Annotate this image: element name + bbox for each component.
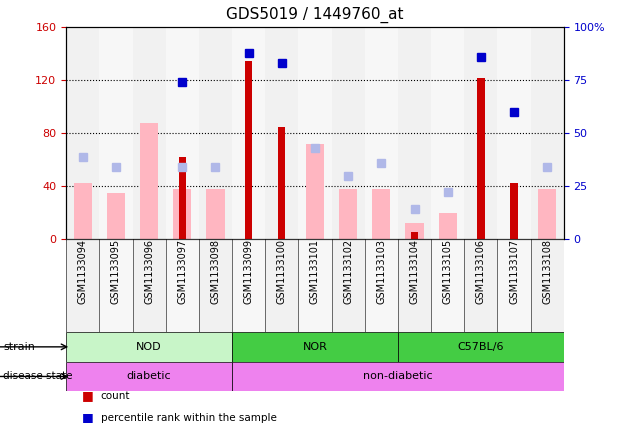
Bar [107,193,125,239]
Bar [179,157,186,239]
Bar [365,239,398,332]
Bar [245,60,252,239]
Bar [431,239,464,332]
Bar [199,239,232,332]
Bar [199,27,232,239]
Bar [265,239,299,332]
Text: ■: ■ [82,411,94,423]
Bar [398,332,564,362]
Text: C57BL/6: C57BL/6 [457,342,504,352]
Bar [398,239,431,332]
Text: GSM1133095: GSM1133095 [111,239,121,304]
Text: diabetic: diabetic [127,371,171,382]
Bar [411,232,418,239]
Text: GSM1133104: GSM1133104 [410,239,420,304]
Bar [339,189,357,239]
Bar [232,332,398,362]
Bar [530,239,564,332]
Bar [478,78,484,239]
Bar [306,144,324,239]
Bar [510,184,518,239]
Text: disease state: disease state [3,371,72,382]
Bar [331,27,365,239]
Text: GSM1133098: GSM1133098 [210,239,220,304]
Text: percentile rank within the sample: percentile rank within the sample [101,412,277,423]
Bar [278,126,285,239]
Bar [232,239,265,332]
Bar [498,239,530,332]
Bar [166,239,199,332]
Text: GDS5019 / 1449760_at: GDS5019 / 1449760_at [226,6,404,22]
Bar [331,239,365,332]
Text: GSM1133099: GSM1133099 [244,239,254,304]
Text: count: count [101,390,130,401]
Text: GSM1133107: GSM1133107 [509,239,519,304]
Text: GSM1133103: GSM1133103 [376,239,386,304]
Text: NOD: NOD [136,342,162,352]
Bar [265,27,299,239]
Text: GSM1133096: GSM1133096 [144,239,154,304]
Bar [498,27,530,239]
Bar [100,27,132,239]
Bar [166,27,199,239]
Bar [530,27,564,239]
Text: strain: strain [3,342,35,352]
Bar [100,239,132,332]
Bar [365,27,398,239]
Text: non-diabetic: non-diabetic [363,371,433,382]
Bar [372,189,391,239]
Bar [438,213,457,239]
Bar [538,189,556,239]
Bar [464,27,498,239]
Bar [299,27,331,239]
Bar [66,27,100,239]
Bar [431,27,464,239]
Text: GSM1133094: GSM1133094 [77,239,88,304]
Text: NOR: NOR [302,342,328,352]
Text: GSM1133102: GSM1133102 [343,239,353,304]
Text: GSM1133101: GSM1133101 [310,239,320,304]
Bar [140,123,158,239]
Text: GSM1133105: GSM1133105 [443,239,453,304]
Bar [406,223,423,239]
Text: GSM1133100: GSM1133100 [277,239,287,304]
Text: ■: ■ [82,389,94,402]
Text: GSM1133097: GSM1133097 [177,239,187,304]
Bar [132,239,166,332]
Text: GSM1133106: GSM1133106 [476,239,486,304]
Bar [207,189,224,239]
Bar [66,362,232,391]
Bar [132,27,166,239]
Bar [173,189,192,239]
Bar [398,27,431,239]
Bar [299,239,331,332]
Bar [232,27,265,239]
Bar [66,332,232,362]
Bar [66,239,100,332]
Bar [464,239,498,332]
Bar [74,184,92,239]
Bar [232,362,564,391]
Text: GSM1133108: GSM1133108 [542,239,553,304]
